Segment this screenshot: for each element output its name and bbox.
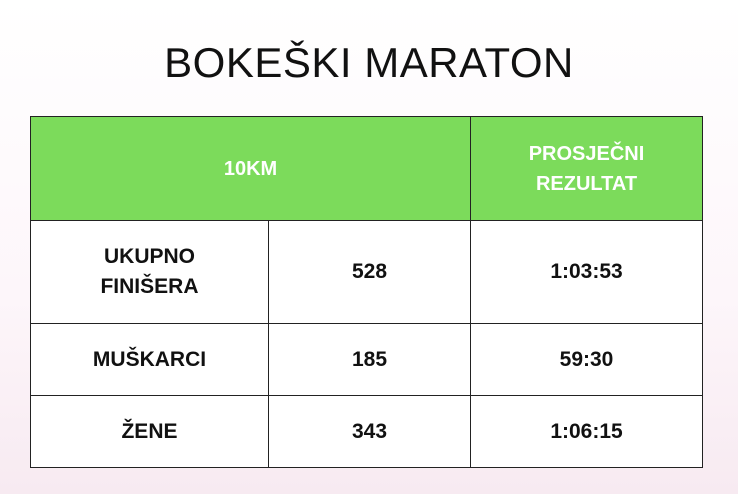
table-row: ŽENE 343 1:06:15 bbox=[30, 395, 704, 468]
row-count: 528 bbox=[267, 220, 472, 324]
header-average-result: PROSJEČNI REZULTAT bbox=[470, 116, 704, 221]
row-average: 1:03:53 bbox=[470, 220, 704, 324]
page-title: BOKEŠKI MARATON bbox=[164, 39, 574, 86]
row-count: 343 bbox=[267, 395, 472, 468]
row-average: 59:30 bbox=[470, 323, 704, 396]
row-label: MUŠKARCI bbox=[30, 323, 269, 396]
results-table: 10KM PROSJEČNI REZULTAT UKUPNO FINIŠERA … bbox=[29, 116, 704, 468]
header-average-result-label: PROSJEČNI REZULTAT bbox=[528, 142, 645, 195]
table-row: UKUPNO FINIŠERA 528 1:03:53 bbox=[30, 220, 704, 324]
row-label: ŽENE bbox=[30, 395, 269, 468]
table-row: MUŠKARCI 185 59:30 bbox=[30, 323, 704, 396]
row-label-text: UKUPNO FINIŠERA bbox=[100, 245, 199, 298]
row-label: UKUPNO FINIŠERA bbox=[30, 220, 269, 324]
row-average: 1:06:15 bbox=[470, 395, 704, 468]
row-count: 185 bbox=[267, 323, 472, 396]
table-header-row: 10KM PROSJEČNI REZULTAT bbox=[29, 116, 704, 221]
header-distance: 10KM bbox=[29, 116, 472, 221]
